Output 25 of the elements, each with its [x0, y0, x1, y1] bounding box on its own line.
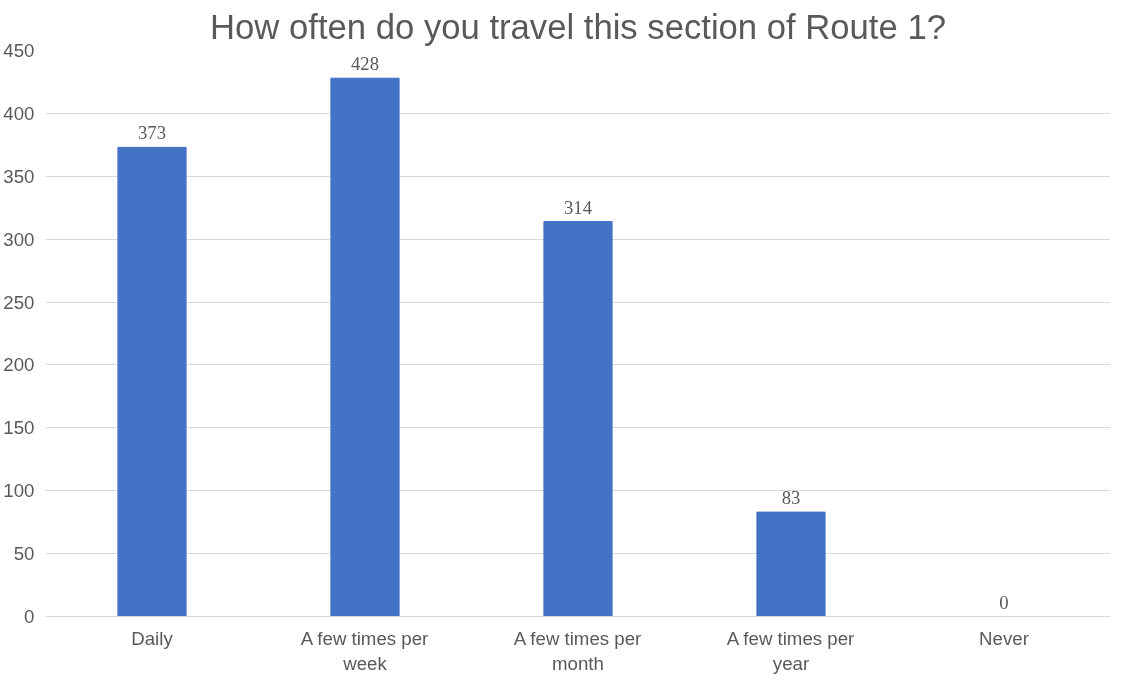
- y-tick-label: 350: [3, 165, 35, 187]
- x-tick-label: Daily: [131, 627, 174, 649]
- x-tick-label: A few times per month: [513, 627, 642, 674]
- y-tick-label: 0: [24, 606, 35, 627]
- bar: [756, 511, 826, 617]
- x-tick-label: A few times per week: [300, 627, 429, 674]
- data-label: 0: [999, 591, 1009, 613]
- x-tick-label: Never: [979, 627, 1029, 649]
- x-tick-label: A few times per year: [726, 627, 855, 674]
- data-label: 373: [138, 122, 166, 144]
- y-tick-label: 50: [13, 543, 35, 565]
- chart-title: How often do you travel this section of Route 1?: [210, 7, 946, 46]
- y-tick-label: 250: [3, 291, 35, 313]
- data-label: 83: [781, 487, 801, 509]
- y-tick-label: 200: [3, 354, 35, 376]
- bar: [543, 221, 613, 617]
- data-label: 428: [351, 53, 379, 75]
- y-tick-label: 100: [3, 480, 35, 502]
- y-tick-label: 450: [3, 40, 35, 61]
- y-tick-label: 150: [3, 417, 35, 439]
- bar: [117, 146, 187, 617]
- y-tick-label: 400: [3, 102, 35, 124]
- y-tick-label: 300: [3, 228, 35, 250]
- bar: [330, 77, 400, 617]
- data-label: 314: [564, 196, 593, 218]
